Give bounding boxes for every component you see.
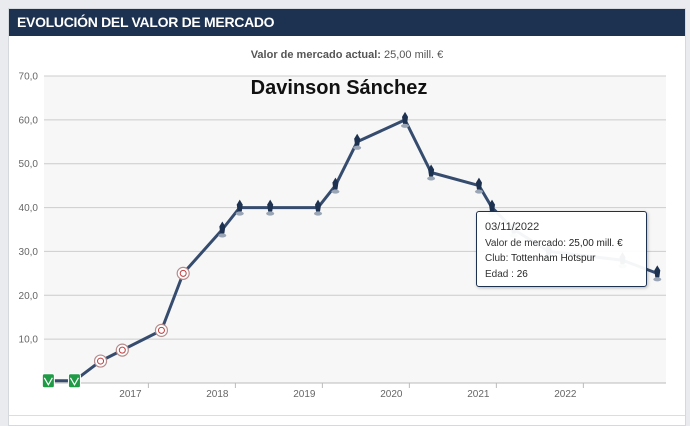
tottenham-crest-icon (654, 265, 661, 278)
grid-lines (44, 75, 666, 384)
crest-mark (314, 211, 323, 216)
nacional-crest-icon (67, 373, 81, 389)
crest-mark (179, 269, 187, 277)
tottenham-crest-icon (332, 177, 339, 190)
ajax-crest-icon (154, 323, 169, 337)
tooltip-club-label: Club: (485, 253, 509, 264)
tottenham-crest-icon (315, 199, 322, 212)
tottenham-crest-icon (489, 199, 496, 212)
data-point-marker[interactable] (331, 177, 340, 194)
section-header: EVOLUCIÓN DEL VALOR DE MERCADO (9, 9, 685, 36)
data-point-marker[interactable] (218, 221, 227, 238)
data-point-marker[interactable] (353, 133, 362, 150)
current-value-label: Valor de mercado actual: (250, 49, 381, 61)
data-point-marker[interactable] (154, 323, 169, 337)
x-tick-label: 2021 (467, 389, 490, 400)
data-point-marker[interactable] (176, 266, 190, 280)
ajax-crest-icon (115, 343, 129, 357)
data-point-marker[interactable] (401, 111, 410, 128)
crest-mark (474, 189, 483, 194)
tooltip-value-row: Valor de mercado: 25,00 mill. € (485, 236, 638, 252)
data-point-marker[interactable] (474, 177, 483, 194)
y-tick-label: 60,0 (19, 115, 39, 126)
crest-mark (353, 145, 362, 150)
tottenham-crest-icon (354, 133, 361, 146)
data-point-marker[interactable] (41, 373, 55, 389)
tottenham-crest-icon (236, 199, 243, 212)
data-point-tooltip: 03/11/2022 Valor de mercado: 25,00 mill.… (476, 211, 647, 287)
tooltip-date: 03/11/2022 (485, 221, 540, 233)
crest-mark (331, 189, 340, 194)
data-point-marker[interactable] (115, 343, 129, 357)
y-tick-label: 20,0 (19, 291, 39, 302)
tooltip-age-row: Edad : 26 (485, 267, 638, 283)
data-point-marker[interactable] (235, 199, 244, 216)
crest-mark (118, 346, 126, 354)
crest-mark (653, 277, 662, 282)
x-axis-ticks: 2017 2018 2019 2020 2021 2022 (119, 383, 584, 400)
crest-mark (157, 326, 165, 334)
tooltip-age-label: Edad : (485, 268, 514, 280)
tooltip-value-label: Valor de mercado: (485, 237, 566, 249)
x-tick-label: 2018 (206, 389, 229, 400)
x-tick-label: 2017 (119, 389, 142, 400)
data-point-marker[interactable] (653, 265, 662, 282)
ajax-crest-icon (176, 266, 190, 280)
y-axis-ticks: 70,0 60,0 50,0 40,0 30,0 20,0 10,0 (19, 72, 39, 346)
data-point-marker[interactable] (266, 199, 275, 216)
tooltip-value: 25,00 mill. € (568, 237, 623, 249)
tottenham-crest-icon (428, 164, 435, 177)
x-tick-label: 2022 (554, 389, 577, 400)
crest-mark (235, 211, 244, 216)
tottenham-crest-icon (402, 111, 409, 124)
tooltip-age: 26 (516, 268, 528, 280)
y-tick-label: 10,0 (19, 335, 39, 346)
ajax-crest-icon (93, 354, 108, 368)
x-tick-label: 2019 (293, 389, 316, 400)
data-point-marker[interactable] (93, 354, 108, 368)
crest-mark (69, 377, 79, 387)
tottenham-crest-icon (267, 199, 274, 212)
player-name-title: Davinson Sánchez (251, 77, 428, 99)
y-tick-label: 50,0 (19, 159, 39, 170)
data-point-marker[interactable] (427, 164, 436, 181)
current-market-value: Valor de mercado actual: 25,00 mill. € (9, 49, 685, 61)
crest-mark (97, 357, 105, 365)
y-tick-label: 30,0 (19, 247, 39, 258)
current-value-amount: 25,00 mill. € (383, 49, 444, 61)
crest-mark (401, 123, 410, 128)
bottom-divider (9, 415, 685, 416)
x-tick-label: 2020 (380, 389, 403, 400)
tottenham-crest-icon (219, 221, 226, 234)
data-point-marker[interactable] (314, 199, 323, 216)
crest-mark (266, 211, 275, 216)
data-point-marker[interactable] (67, 373, 81, 389)
tooltip-club: Tottenham Hotspur (510, 253, 596, 264)
nacional-crest-icon (41, 373, 55, 389)
crest-mark (218, 233, 227, 238)
crest-mark (427, 176, 436, 181)
crest-mark (43, 377, 53, 387)
y-tick-label: 40,0 (19, 203, 39, 214)
tooltip-club-row: Club: Tottenham Hotspur (485, 251, 638, 267)
tottenham-crest-icon (475, 177, 482, 190)
y-tick-label: 70,0 (19, 72, 39, 83)
